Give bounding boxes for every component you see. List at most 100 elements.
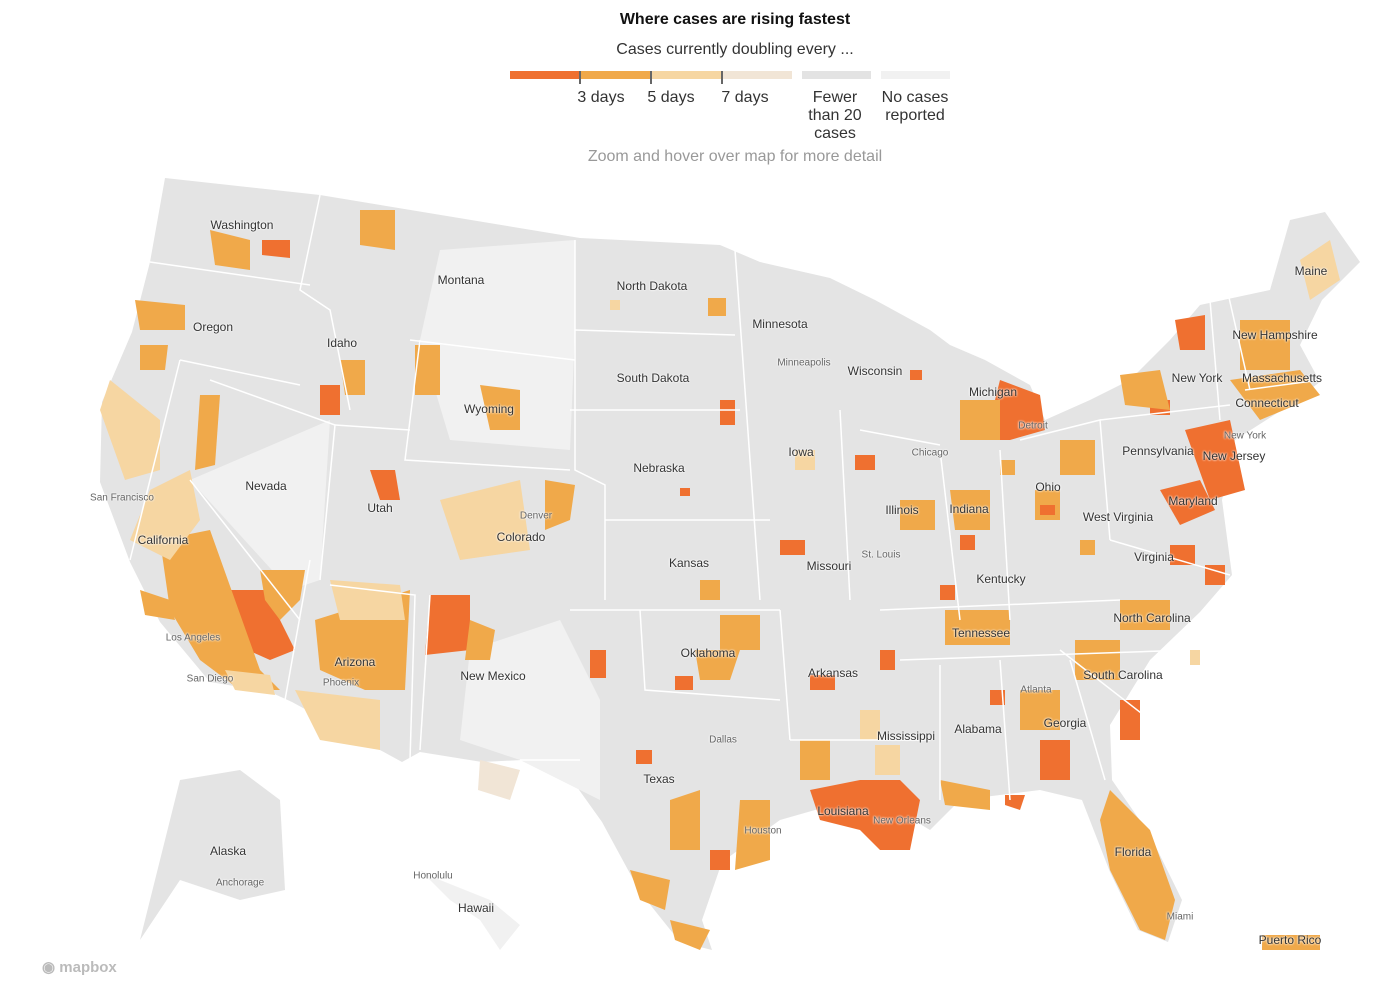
county-patch[interactable] [465,620,495,660]
county-patch[interactable] [1205,565,1225,585]
county-patch[interactable] [1040,505,1055,515]
nevada-region[interactable] [190,420,330,590]
county-patch[interactable] [425,595,470,655]
county-patch[interactable] [195,395,220,470]
county-patch[interactable] [795,450,815,470]
county-patch[interactable] [415,345,440,395]
county-patch[interactable] [636,750,652,764]
county-patch[interactable] [960,535,975,550]
city-label: St. Louis [861,549,901,561]
county-patch[interactable] [1080,540,1095,555]
county-patch[interactable] [330,580,405,620]
state-border [179,359,301,386]
county-patch[interactable] [545,480,575,530]
county-patch[interactable] [810,675,835,690]
county-patch[interactable] [1120,600,1170,630]
county-patch[interactable] [940,585,955,600]
county-patch[interactable] [225,670,275,695]
city-label: Denver [519,510,553,522]
hawaii[interactable] [420,870,520,950]
county-patch[interactable] [950,490,990,530]
county-patch[interactable] [100,380,160,480]
county-patch[interactable] [1300,240,1340,300]
county-patch[interactable] [855,455,875,470]
county-patch[interactable] [960,400,1000,440]
county-patch[interactable] [1000,460,1015,475]
county-patch[interactable] [210,230,250,270]
county-patch[interactable] [1020,690,1060,730]
county-patch[interactable] [735,800,770,870]
county-patch[interactable] [1160,480,1215,525]
county-patch[interactable] [140,345,168,370]
county-patch[interactable] [1120,370,1170,410]
county-patch[interactable] [1185,420,1245,500]
county-patch[interactable] [160,530,280,690]
county-patch[interactable] [990,690,1005,705]
northern-plains-region[interactable] [420,240,575,450]
county-patch[interactable] [1190,650,1200,665]
legend-label-3-days: 3 days [577,89,625,106]
state-label: Oklahoma [680,646,736,660]
state-border [879,599,1121,611]
county-patch[interactable] [320,385,340,415]
county-patch[interactable] [945,610,1010,645]
county-patch[interactable] [860,710,880,740]
county-patch[interactable] [720,400,735,425]
county-patch[interactable] [1120,700,1140,740]
county-patch[interactable] [810,780,920,850]
county-patch[interactable] [630,870,670,910]
county-patch[interactable] [590,650,606,678]
state-border [334,424,411,431]
county-patch[interactable] [130,470,200,560]
state-label: Maryland [1168,494,1218,508]
county-patch[interactable] [875,745,900,775]
county-patch[interactable] [708,298,726,316]
county-patch[interactable] [940,780,990,810]
county-patch[interactable] [880,650,895,670]
puerto-rico[interactable] [1262,935,1320,950]
state-label: North Dakota [616,279,688,293]
county-patch[interactable] [478,760,520,800]
county-patch[interactable] [670,920,710,950]
county-patch[interactable] [1175,315,1205,350]
county-patch[interactable] [900,500,935,530]
alaska[interactable] [140,770,285,940]
county-patch[interactable] [340,360,365,395]
county-patch[interactable] [780,540,805,555]
west-texas-region[interactable] [460,620,600,800]
county-patch[interactable] [1060,440,1095,475]
county-patch[interactable] [370,470,400,500]
map-hint: Zoom and hover over map for more detail [587,148,883,165]
state-border [1069,659,1106,781]
county-patch[interactable] [440,480,530,560]
county-patch[interactable] [480,385,520,430]
state-label: Connecticut [1235,396,1299,410]
state-label: Idaho [326,336,358,350]
city-label: Dallas [709,734,737,746]
state-label: Nevada [245,479,287,493]
us-map[interactable] [0,150,1392,986]
county-patch[interactable] [700,580,720,600]
legend-bar-none [881,71,950,79]
county-patch[interactable] [910,370,922,380]
county-patch[interactable] [360,210,395,250]
state-label: Washington [210,218,274,232]
state-border [999,659,1011,801]
county-patch[interactable] [670,790,700,850]
county-patch[interactable] [1005,795,1025,810]
county-patch[interactable] [675,676,693,690]
county-patch[interactable] [1040,740,1070,780]
county-patch[interactable] [800,740,830,780]
county-patch[interactable] [295,690,380,750]
mapbox-logo[interactable]: ◉ mapbox [42,959,117,976]
county-patch[interactable] [1240,320,1290,370]
county-patch[interactable] [262,240,290,258]
county-patch[interactable] [710,850,730,870]
county-patch[interactable] [140,590,175,620]
county-patch[interactable] [135,300,185,330]
county-patch[interactable] [720,615,760,650]
county-patch[interactable] [680,488,690,496]
county-patch[interactable] [1100,790,1175,940]
county-patch[interactable] [695,650,740,680]
county-patch[interactable] [610,300,620,310]
